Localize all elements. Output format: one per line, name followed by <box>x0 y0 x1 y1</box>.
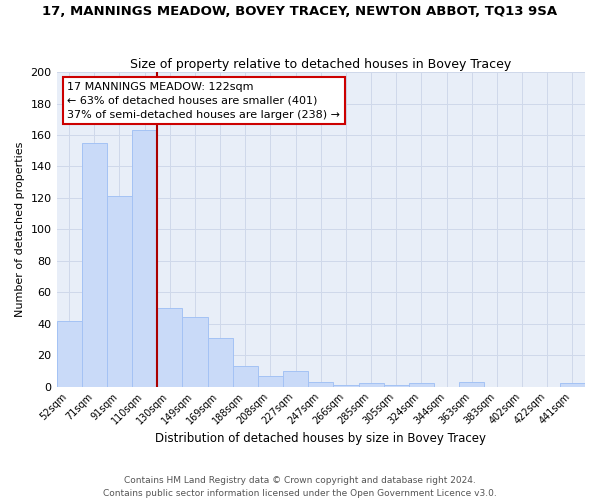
Text: 17, MANNINGS MEADOW, BOVEY TRACEY, NEWTON ABBOT, TQ13 9SA: 17, MANNINGS MEADOW, BOVEY TRACEY, NEWTO… <box>43 5 557 18</box>
Y-axis label: Number of detached properties: Number of detached properties <box>15 142 25 317</box>
Title: Size of property relative to detached houses in Bovey Tracey: Size of property relative to detached ho… <box>130 58 511 71</box>
Bar <box>56 320 82 386</box>
Bar <box>157 308 182 386</box>
Text: 17 MANNINGS MEADOW: 122sqm
← 63% of detached houses are smaller (401)
37% of sem: 17 MANNINGS MEADOW: 122sqm ← 63% of deta… <box>67 82 340 120</box>
Text: Contains HM Land Registry data © Crown copyright and database right 2024.
Contai: Contains HM Land Registry data © Crown c… <box>103 476 497 498</box>
Bar <box>283 371 308 386</box>
Bar <box>383 385 409 386</box>
Bar <box>359 384 383 386</box>
Bar <box>560 384 585 386</box>
Bar <box>107 196 132 386</box>
Bar <box>308 382 334 386</box>
X-axis label: Distribution of detached houses by size in Bovey Tracey: Distribution of detached houses by size … <box>155 432 486 445</box>
Bar <box>459 382 484 386</box>
Bar <box>208 338 233 386</box>
Bar <box>132 130 157 386</box>
Bar <box>334 385 359 386</box>
Bar <box>233 366 258 386</box>
Bar <box>182 318 208 386</box>
Bar <box>258 376 283 386</box>
Bar <box>409 384 434 386</box>
Bar <box>82 143 107 386</box>
